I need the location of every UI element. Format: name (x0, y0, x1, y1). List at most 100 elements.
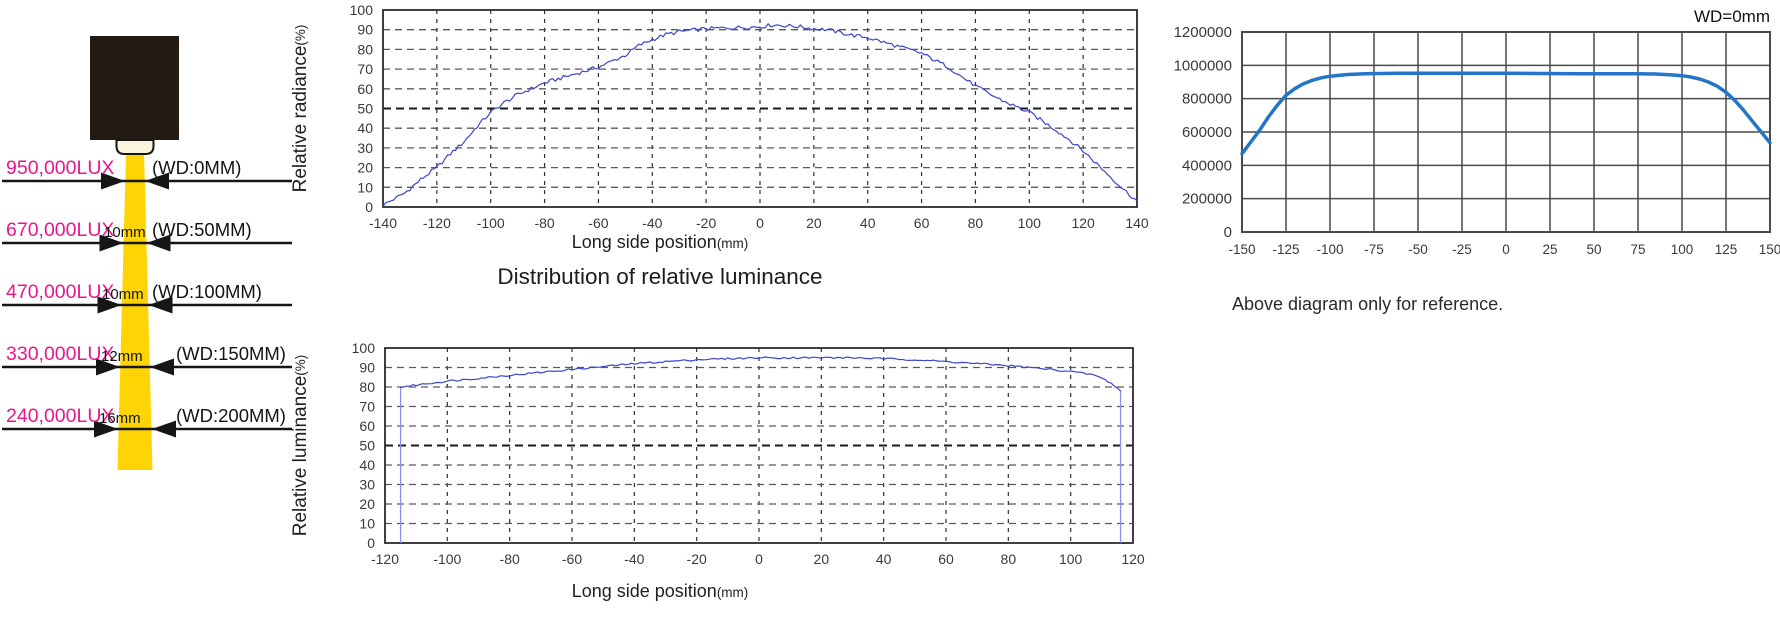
data-curve (382, 23, 1138, 207)
arrow-left-icon (148, 296, 173, 314)
data-curve (400, 356, 1122, 392)
x-tick-label: -120 (423, 215, 451, 231)
x-tick-label: -150 (1228, 242, 1255, 257)
x-tick-label: 150 (1759, 242, 1780, 257)
x-tick-label: -60 (562, 551, 582, 567)
beam-width-label: 10mm (104, 224, 146, 241)
y-tick-label: 20 (359, 496, 375, 512)
y-tick-label: 20 (357, 160, 373, 176)
wd-label: (WD:150MM) (176, 343, 286, 364)
y-tick-label: 40 (359, 457, 375, 473)
y-tick-label: 100 (352, 340, 376, 356)
x-tick-label: -120 (371, 551, 399, 567)
x-tick-label: -25 (1452, 242, 1472, 257)
x-tick-label: 100 (1671, 242, 1694, 257)
beam-width-label: 16mm (99, 410, 141, 427)
y-tick-label: 800000 (1182, 91, 1232, 108)
reference-chart: -150 -125 -100 -75 -50 -25 0 25 50 75 100 125 150 0 20… (1140, 0, 1780, 335)
wd-label: (WD:100MM) (152, 281, 262, 302)
radiance-chart: -140 -120 -100 -80 -60 -40 -20 0 20 40 60 80 100 120 1… (280, 0, 1160, 252)
y-tick-label: 0 (365, 199, 373, 215)
lamp-housing (90, 36, 179, 140)
x-tick-label: 20 (806, 215, 822, 231)
y-tick-label: 60 (359, 418, 375, 434)
x-tick-label: 20 (814, 551, 830, 567)
y-axis-title: Relative radiance(%) (290, 25, 311, 193)
y-tick-label: 70 (357, 61, 373, 77)
x-axis-title: Long side position(mm) (572, 232, 749, 252)
arrow-left-icon (145, 172, 169, 190)
arrow-right-icon (101, 172, 125, 190)
beam-diagram: 950,000LUX (WD:0MM) 670,000LUX 10mm (WD:… (2, 36, 292, 470)
x-tick-label: -20 (687, 551, 707, 567)
beam-width-label: 10mm (102, 286, 144, 303)
x-tick-label: -125 (1272, 242, 1299, 257)
wd-label: (WD:0MM) (152, 157, 241, 178)
x-tick-label: -60 (588, 215, 608, 231)
luminance-chart: -120 -100 -80 -60 -40 -20 0 20 40 60 80 100 120 0 10 20… (280, 252, 1160, 620)
lux-value: 470,000LUX (6, 281, 114, 303)
x-tick-label: -140 (369, 215, 397, 231)
plot-border (1241, 31, 1771, 233)
y-tick-label: 50 (359, 438, 375, 454)
y-tick-label: 400000 (1182, 157, 1232, 174)
arrow-right-icon (96, 358, 120, 376)
wd-label: (WD:200MM) (176, 405, 286, 426)
x-tick-label: 125 (1715, 242, 1738, 257)
x-tick-label: 0 (756, 215, 764, 231)
y-tick-label: 40 (357, 120, 373, 136)
y-tick-label: 1200000 (1174, 24, 1232, 41)
y-tick-label: 10 (357, 179, 373, 195)
chart-title: Distribution of relative luminance (497, 264, 822, 289)
radiance-svg: -140 -120 -100 -80 -60 -40 -20 0 20 40 60 80 100 120 1… (290, 2, 1149, 252)
x-tick-label: -100 (433, 551, 461, 567)
y-tick-label: 50 (357, 101, 373, 117)
y-axis-title: Relative luminance(%) (290, 355, 311, 537)
measurement-row: 950,000LUX (WD:0MM) (2, 157, 292, 190)
x-tick-label: -20 (696, 215, 716, 231)
x-tick-label: 60 (914, 215, 930, 231)
lux-value: 330,000LUX (6, 343, 114, 365)
chart-title: WD=0mm (1694, 7, 1770, 26)
y-tick-label: 1000000 (1174, 57, 1232, 74)
x-axis-title: Long side position(mm) (572, 581, 749, 601)
y-tick-label: 0 (1224, 224, 1232, 241)
y-tick-label: 90 (359, 360, 375, 376)
arrow-right-icon (97, 296, 122, 314)
plot-border (384, 347, 1134, 544)
y-tick-label: 80 (359, 379, 375, 395)
lux-value: 670,000LUX (6, 219, 114, 241)
lens (115, 139, 155, 155)
reference-svg: -150 -125 -100 -75 -50 -25 0 25 50 75 100 125 150 0 20… (1174, 7, 1780, 314)
x-tick-label: 140 (1125, 215, 1149, 231)
lux-value: 240,000LUX (6, 405, 114, 427)
arrow-left-icon (152, 420, 176, 438)
x-tick-label: 25 (1542, 242, 1557, 257)
measurement-row: 330,000LUX 12mm (WD:150MM) (2, 343, 292, 376)
y-tick-label: 90 (357, 22, 373, 38)
x-tick-label: -100 (1316, 242, 1343, 257)
x-tick-label: 50 (1586, 242, 1601, 257)
x-tick-label: 120 (1121, 551, 1145, 567)
lux-value: 950,000LUX (6, 157, 114, 179)
x-tick-label: -100 (477, 215, 505, 231)
beam-width-label: 12mm (101, 348, 143, 365)
measurement-row: 240,000LUX 16mm (WD:200MM) (2, 405, 292, 438)
measurement-row: 670,000LUX 10mm (WD:50MM) (2, 219, 292, 252)
arrow-right-icon (94, 420, 118, 438)
y-tick-label: 10 (359, 516, 375, 532)
measurement-row: 470,000LUX 10mm (WD:100MM) (2, 281, 292, 314)
light-beam (117, 152, 153, 470)
plot-border (382, 9, 1138, 208)
arrow-right-icon (99, 234, 124, 252)
arrow-left-icon (150, 358, 174, 376)
x-tick-label: -80 (534, 215, 554, 231)
x-tick-label: 60 (938, 551, 954, 567)
x-tick-label: 80 (1001, 551, 1017, 567)
y-tick-label: 0 (367, 535, 375, 551)
y-tick-label: 600000 (1182, 124, 1232, 141)
x-tick-label: -50 (1408, 242, 1428, 257)
luminance-svg: -120 -100 -80 -60 -40 -20 0 20 40 60 80 100 120 0 10 20… (290, 264, 1145, 601)
y-tick-label: 30 (359, 477, 375, 493)
